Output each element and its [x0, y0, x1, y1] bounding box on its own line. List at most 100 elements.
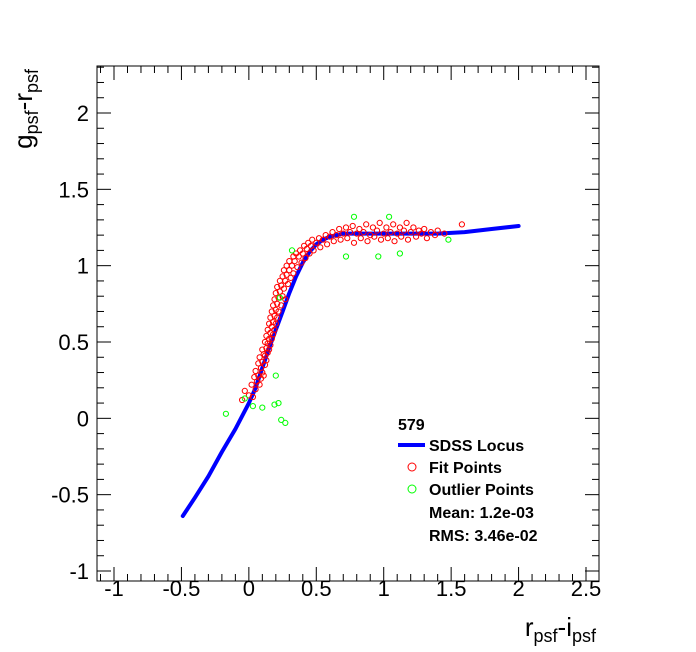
- legend-header: 579: [398, 417, 425, 434]
- fit-point: [364, 238, 371, 245]
- fit-point: [350, 239, 358, 246]
- fit-point: [299, 250, 306, 257]
- fit-point: [369, 224, 376, 231]
- fit-point: [346, 229, 354, 236]
- fit-point: [290, 270, 297, 277]
- y-axis-title-main: g: [8, 134, 38, 148]
- y-axis-title: gpsf-rpsf: [8, 68, 42, 149]
- fit-point: [268, 308, 275, 315]
- x-tick-label: 2.5: [571, 576, 602, 601]
- fit-point: [270, 302, 277, 309]
- outlier-point: [275, 400, 282, 407]
- outlier-point: [282, 419, 289, 426]
- fit-point: [317, 244, 324, 251]
- fit-point: [266, 335, 273, 342]
- x-axis-title-main: r: [525, 612, 534, 642]
- legend-label-fit-points: Fit Points: [429, 460, 502, 477]
- legend-mean-value: Mean: 1.2e-03: [429, 505, 534, 522]
- x-axis-title-mid: -i: [558, 612, 572, 642]
- fit-point: [272, 290, 279, 297]
- axis-ticks: [97, 66, 599, 581]
- fit-point: [322, 232, 329, 239]
- fit-point: [380, 230, 387, 237]
- fit-point: [337, 236, 344, 243]
- fit-point: [276, 288, 283, 295]
- legend: 579 SDSS Locus Fit Points Outlier Points…: [398, 417, 538, 545]
- outlier-point: [342, 253, 350, 260]
- fit-point: [398, 233, 405, 240]
- legend-swatch-outlier-points: [407, 484, 417, 494]
- outlier-points-series: [222, 213, 452, 426]
- fit-point: [263, 357, 270, 364]
- x-tick-label: 0: [243, 576, 255, 601]
- y-axis-title-sub1: psf: [22, 109, 42, 134]
- fit-point: [256, 381, 263, 388]
- fit-point: [363, 221, 370, 228]
- fit-point: [295, 253, 302, 260]
- outlier-point: [288, 247, 296, 254]
- fit-point: [390, 221, 397, 228]
- outlier-point: [396, 250, 403, 257]
- fit-point: [309, 236, 316, 243]
- fit-point: [357, 235, 364, 242]
- x-tick-label: 2: [512, 576, 524, 601]
- fit-point: [383, 224, 390, 231]
- fit-point: [387, 229, 394, 236]
- fit-point: [413, 233, 420, 240]
- y-tick-label: 1.5: [58, 177, 89, 202]
- fit-point: [394, 230, 401, 237]
- fit-point: [410, 224, 417, 231]
- fit-point: [404, 236, 412, 243]
- fit-point: [271, 326, 278, 333]
- fit-point: [267, 342, 274, 349]
- fit-point: [287, 274, 294, 281]
- y-tick-labels: -1 -0.5 0 0.5 1 1.5 2: [51, 101, 89, 584]
- x-tick-label: -1: [104, 576, 124, 601]
- outlier-point: [241, 395, 248, 402]
- x-tick-labels: -1 -0.5 0 0.5 1 1.5 2 2.5: [104, 576, 601, 601]
- fit-point: [310, 247, 317, 254]
- legend-rms-value: RMS: 3.46e-02: [429, 528, 538, 545]
- fit-point: [344, 235, 351, 242]
- fit-point: [271, 296, 278, 303]
- fit-point: [245, 392, 252, 399]
- x-tick-label: 1: [378, 576, 390, 601]
- fit-point: [260, 372, 267, 379]
- fit-point: [340, 230, 347, 237]
- fit-point: [315, 235, 323, 242]
- fit-point: [267, 314, 274, 321]
- fit-point: [329, 229, 336, 236]
- outlier-point: [222, 410, 229, 417]
- y-tick-label: -0.5: [51, 483, 89, 508]
- fit-point: [256, 354, 263, 361]
- fit-point: [367, 232, 374, 239]
- fit-point: [384, 235, 391, 242]
- fit-point: [260, 351, 267, 358]
- fit-point: [274, 283, 281, 291]
- fit-point: [326, 233, 333, 240]
- fit-points-series: [239, 219, 465, 404]
- fit-point: [458, 221, 465, 228]
- fit-point: [418, 230, 425, 237]
- fit-point: [330, 238, 337, 245]
- fit-point: [298, 259, 305, 266]
- fit-point: [407, 229, 414, 236]
- x-axis-title-sub2: psf: [572, 626, 597, 646]
- fit-point: [249, 393, 256, 401]
- outlier-point: [445, 236, 452, 243]
- y-tick-label: -1: [69, 559, 89, 584]
- fit-point: [252, 386, 259, 393]
- outlier-point: [259, 404, 266, 411]
- x-axis-title-sub1: psf: [534, 626, 559, 646]
- fit-point: [356, 225, 363, 233]
- fit-point: [342, 224, 350, 231]
- fit-point: [421, 225, 428, 233]
- fit-point: [431, 232, 439, 239]
- fit-point: [427, 229, 434, 236]
- fit-point: [360, 229, 367, 236]
- fit-point: [313, 239, 320, 246]
- fit-point: [286, 267, 293, 274]
- fit-point: [376, 219, 383, 226]
